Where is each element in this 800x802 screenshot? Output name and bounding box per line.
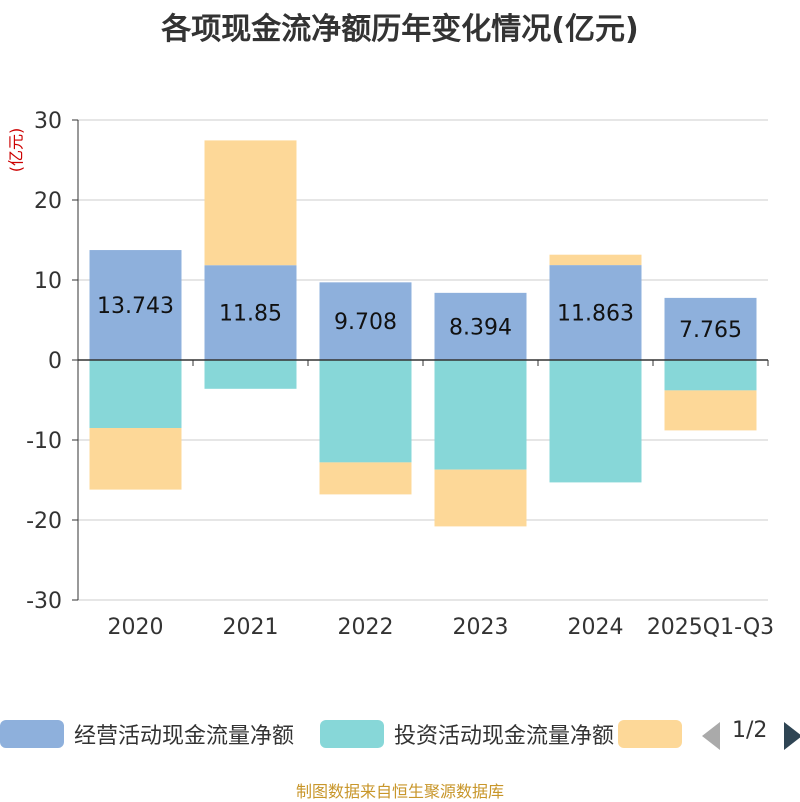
bar-investing (89, 360, 182, 428)
legend-swatch-investing (320, 720, 384, 748)
bar-financing (319, 462, 412, 495)
x-tick-label: 2025Q1-Q3 (647, 615, 774, 640)
bar-financing (549, 254, 642, 266)
bar-financing (89, 428, 182, 490)
data-label-operating: 7.765 (679, 318, 742, 343)
bar-operating (89, 250, 182, 360)
legend-prev-page-icon[interactable] (702, 722, 720, 750)
bar-investing (319, 360, 412, 463)
bar-operating (434, 292, 527, 360)
legend-page-indicator: 1/2 (732, 718, 768, 743)
y-tick-label: -10 (26, 429, 62, 454)
bar-operating (549, 265, 642, 360)
y-tick-label: 20 (34, 189, 62, 214)
bar-operating (204, 265, 297, 360)
bar-chart: -30 -20 -10 0 10 20 30 13.743 2020 11.85 2021 9.708… (26, 109, 774, 640)
y-tick-label: 30 (34, 109, 62, 134)
y-tick-label: -30 (26, 589, 62, 614)
data-label-operating: 11.863 (557, 302, 634, 327)
chart-title: 各项现金流净额历年变化情况(亿元) (161, 12, 639, 47)
legend-label-investing: 投资活动现金流量净额 (394, 724, 615, 749)
x-tick-label: 2024 (568, 615, 624, 640)
x-tick-label: 2020 (108, 615, 164, 640)
x-tick-label: 2023 (453, 615, 509, 640)
data-label-operating: 13.743 (97, 294, 174, 319)
data-label-operating: 9.708 (334, 310, 397, 335)
data-label-operating: 11.85 (219, 302, 282, 327)
legend-swatch-operating (0, 720, 64, 748)
y-tick-label: 0 (48, 349, 62, 374)
bar-financing (664, 390, 757, 431)
y-axis-unit-label: (亿元) (7, 128, 26, 173)
bar-investing (204, 360, 297, 389)
legend-swatch-financing (618, 720, 682, 748)
legend-label-operating: 经营活动现金流量净额 (74, 724, 295, 749)
data-source-note: 制图数据来自恒生聚源数据库 (295, 782, 504, 801)
bar-financing (434, 469, 527, 527)
data-label-operating: 8.394 (449, 315, 512, 340)
bar-investing (549, 360, 642, 483)
y-tick-label: 10 (34, 269, 62, 294)
y-axis-unit-text: (亿元) (7, 128, 26, 173)
x-tick-label: 2022 (338, 615, 394, 640)
x-tick-label: 2021 (223, 615, 279, 640)
legend: 经营活动现金流量净额 投资活动现金流量净额 1/2 (0, 716, 800, 752)
bar-investing (434, 360, 527, 470)
bar-operating (664, 297, 757, 360)
bar-financing (204, 140, 297, 266)
bar-operating (319, 282, 412, 360)
y-tick-label: -20 (26, 509, 62, 534)
legend-next-page-icon[interactable] (784, 722, 800, 750)
bar-investing (664, 360, 757, 391)
